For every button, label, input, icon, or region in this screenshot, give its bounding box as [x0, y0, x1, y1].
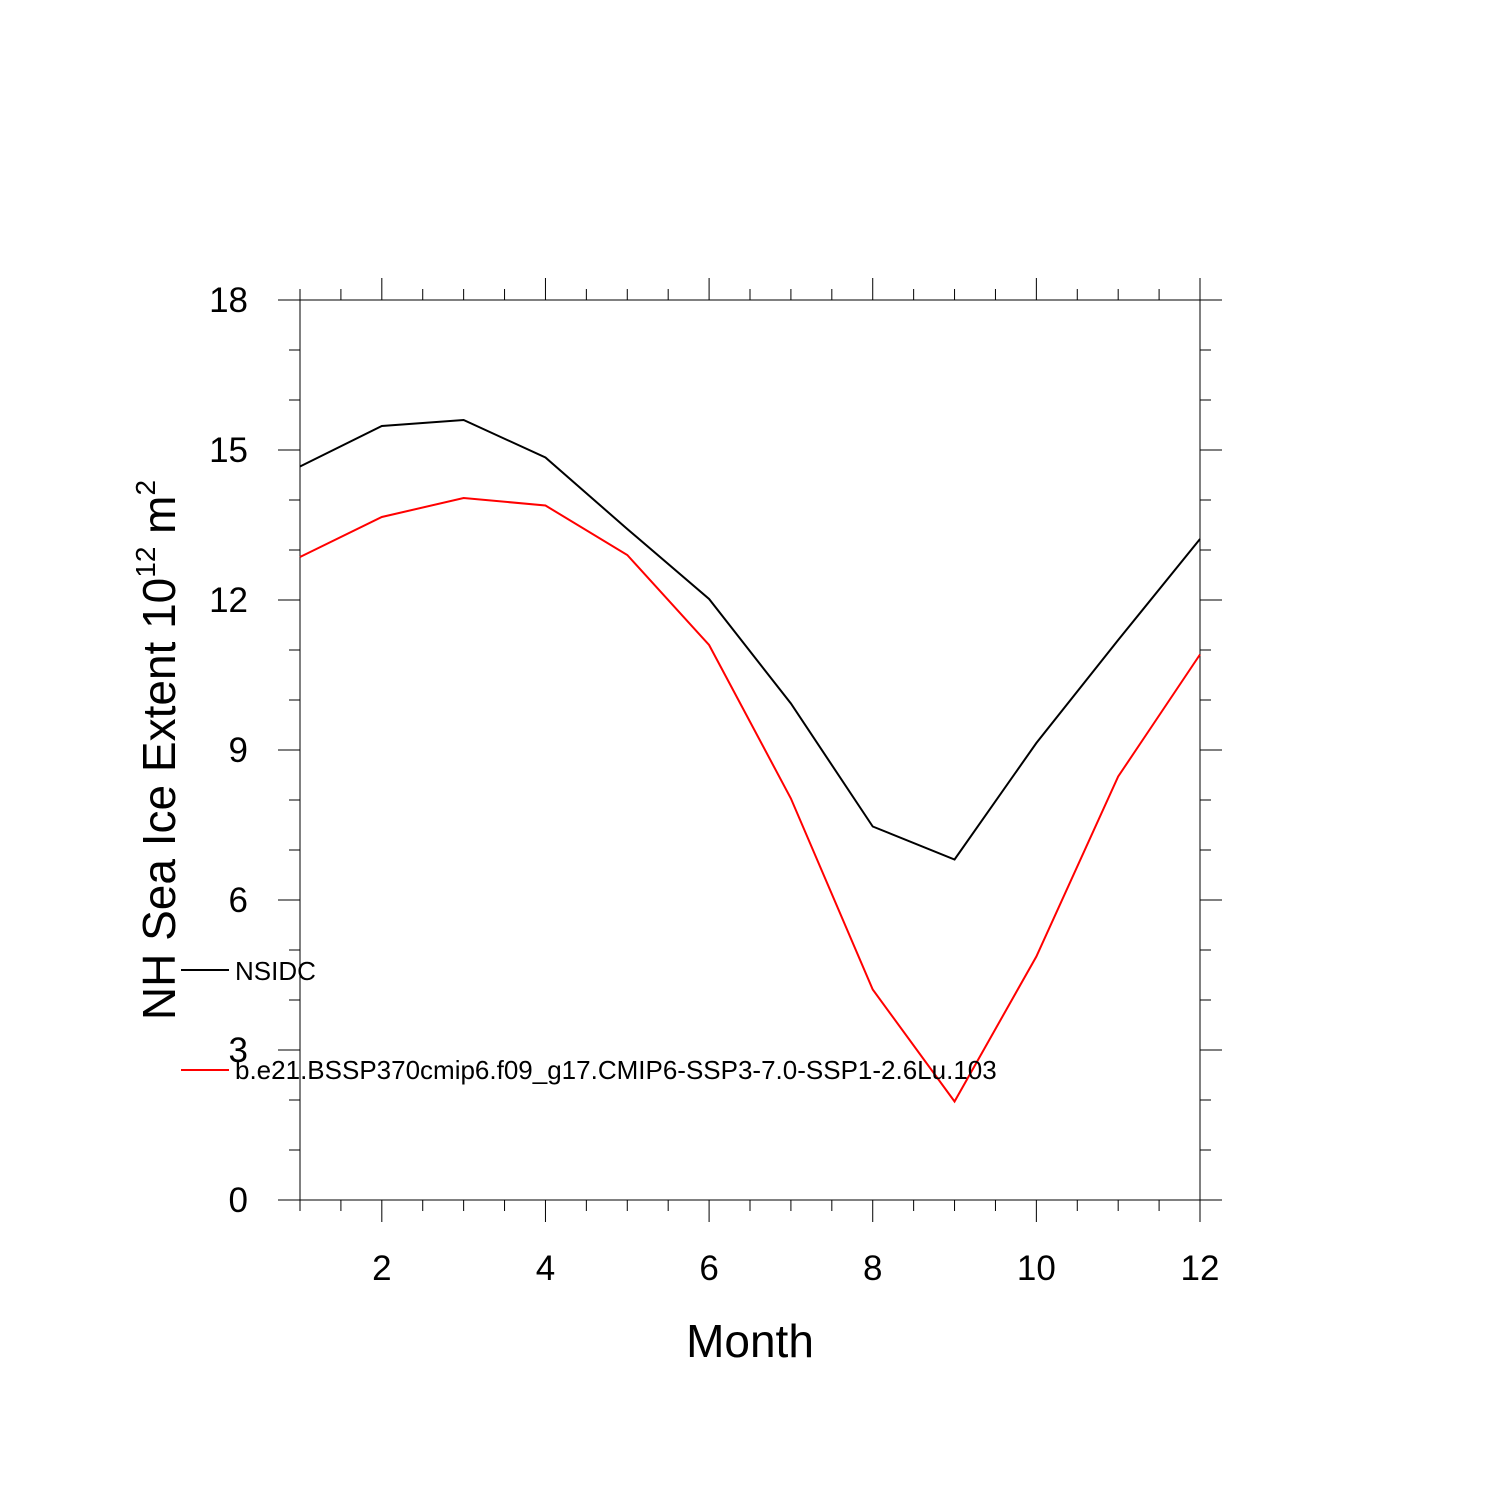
series-line-nsidc: [299, 418, 1201, 861]
x-tick-label: 4: [536, 1249, 555, 1288]
legend-label-nsidc: NSIDC: [235, 956, 316, 986]
y-tick-label: 3: [229, 1031, 248, 1070]
y-tick-label: 0: [229, 1181, 248, 1220]
tick-labels: 0 3 6 9 12 15 18 2 4 6 8 10 12: [209, 281, 1219, 1288]
legend-label-model: b.e21.BSSP370cmip6.f09_g17.CMIP6-SSP3-7.…: [235, 1055, 997, 1085]
legend: NSIDC b.e21.BSSP370cmip6.f09_g17.CMIP6-S…: [181, 956, 997, 1085]
x-axis-title: Month: [686, 1315, 814, 1367]
x-tick-label: 8: [863, 1249, 882, 1288]
y-tick-label: 12: [209, 581, 248, 620]
y-axis-title-exponent: 12: [130, 547, 161, 578]
x-tick-label: 6: [699, 1249, 718, 1288]
y-axis-title-prefix: NH Sea Ice Extent 10: [133, 578, 185, 1020]
axis-ticks: [278, 278, 1222, 1222]
series-layer: [299, 418, 1201, 1104]
series-line-model: [299, 496, 1201, 1104]
x-tick-label: 2: [372, 1249, 391, 1288]
y-axis-title: NH Sea Ice Extent 1012 m2: [130, 480, 185, 1020]
y-axis-title-unit-exponent: 2: [130, 480, 161, 496]
y-tick-label: 18: [209, 281, 248, 320]
y-tick-label: 9: [229, 731, 248, 770]
x-tick-label: 12: [1181, 1249, 1220, 1288]
y-tick-label: 6: [229, 881, 248, 920]
x-tick-label: 10: [1017, 1249, 1056, 1288]
y-tick-label: 15: [209, 431, 248, 470]
y-axis-title-unit: m: [133, 495, 185, 546]
